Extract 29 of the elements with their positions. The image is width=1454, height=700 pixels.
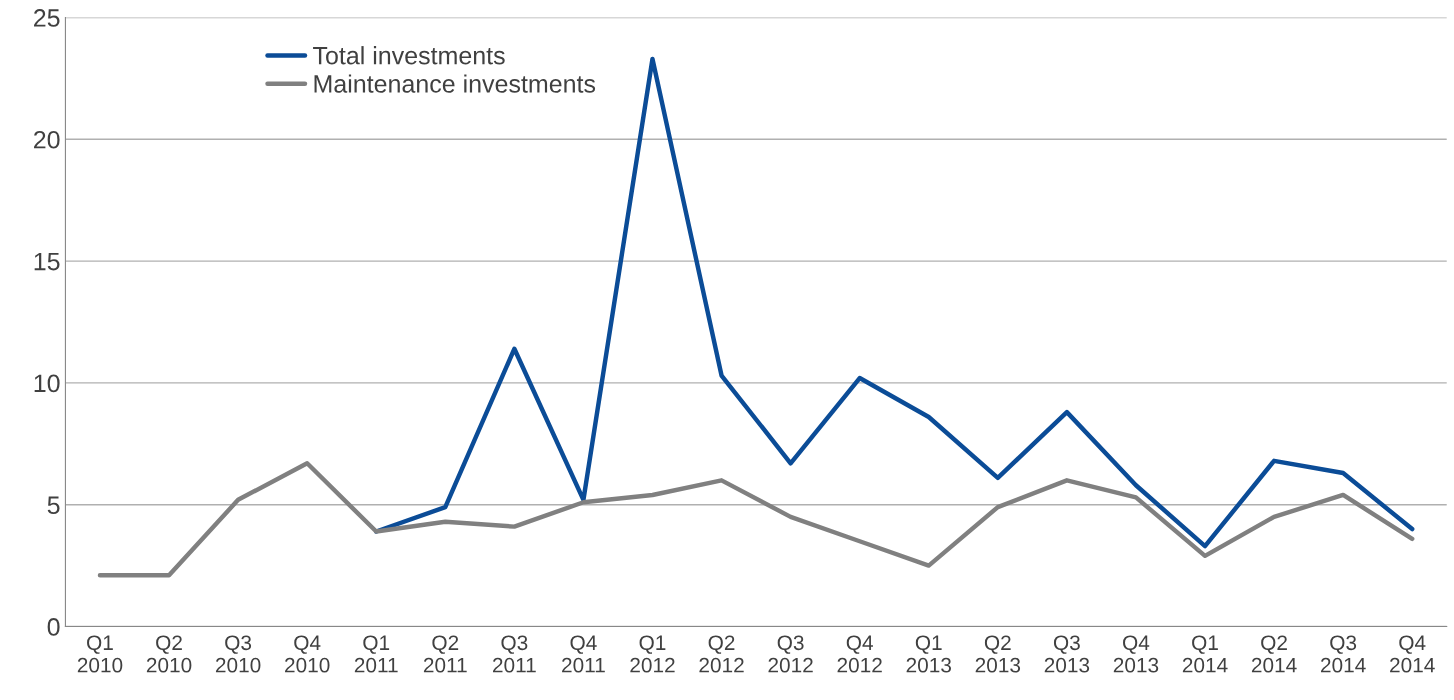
y-tick-label: 0 [47, 618, 60, 636]
y-tick-label: 20 [34, 130, 60, 149]
x-tick-label: Q4 2010 [285, 635, 330, 673]
x-tick-label: Q3 2012 [768, 635, 813, 673]
y-tick-label: 10 [34, 374, 60, 393]
x-tick-label: Q1 2013 [906, 635, 951, 673]
y-tick-label: 25 [34, 9, 60, 27]
x-tick-label: Q1 2012 [630, 635, 675, 673]
y-tick-label: 5 [47, 496, 60, 514]
x-tick-label: Q1 2014 [1182, 635, 1228, 673]
x-tick-label: Q2 2014 [1251, 635, 1297, 673]
x-tick-label: Q4 2012 [837, 635, 882, 673]
line-series [97, 461, 1415, 578]
x-tick-label: Q2 2012 [699, 635, 744, 673]
x-tick-label: Q1 2011 [354, 635, 398, 673]
x-tick-label: Q4 2011 [562, 635, 605, 673]
legend-label: Maintenance investments [314, 74, 596, 93]
x-tick-label: Q3 2010 [215, 635, 261, 673]
x-tick-label: Q2 2011 [423, 635, 467, 673]
legend-label: Total investments [313, 46, 505, 65]
x-tick-label: Q1 2010 [77, 635, 123, 673]
x-tick-label: Q4 2014 [1390, 635, 1435, 673]
x-tick-label: Q2 2013 [975, 635, 1021, 673]
x-tick-label: Q3 2013 [1044, 635, 1090, 673]
y-tick-label: 15 [34, 252, 60, 271]
x-tick-label: Q4 2013 [1113, 635, 1159, 673]
x-tick-label: Q3 2011 [493, 635, 536, 673]
x-tick-label: Q2 2010 [146, 635, 192, 673]
x-tick-label: Q3 2014 [1321, 635, 1366, 673]
